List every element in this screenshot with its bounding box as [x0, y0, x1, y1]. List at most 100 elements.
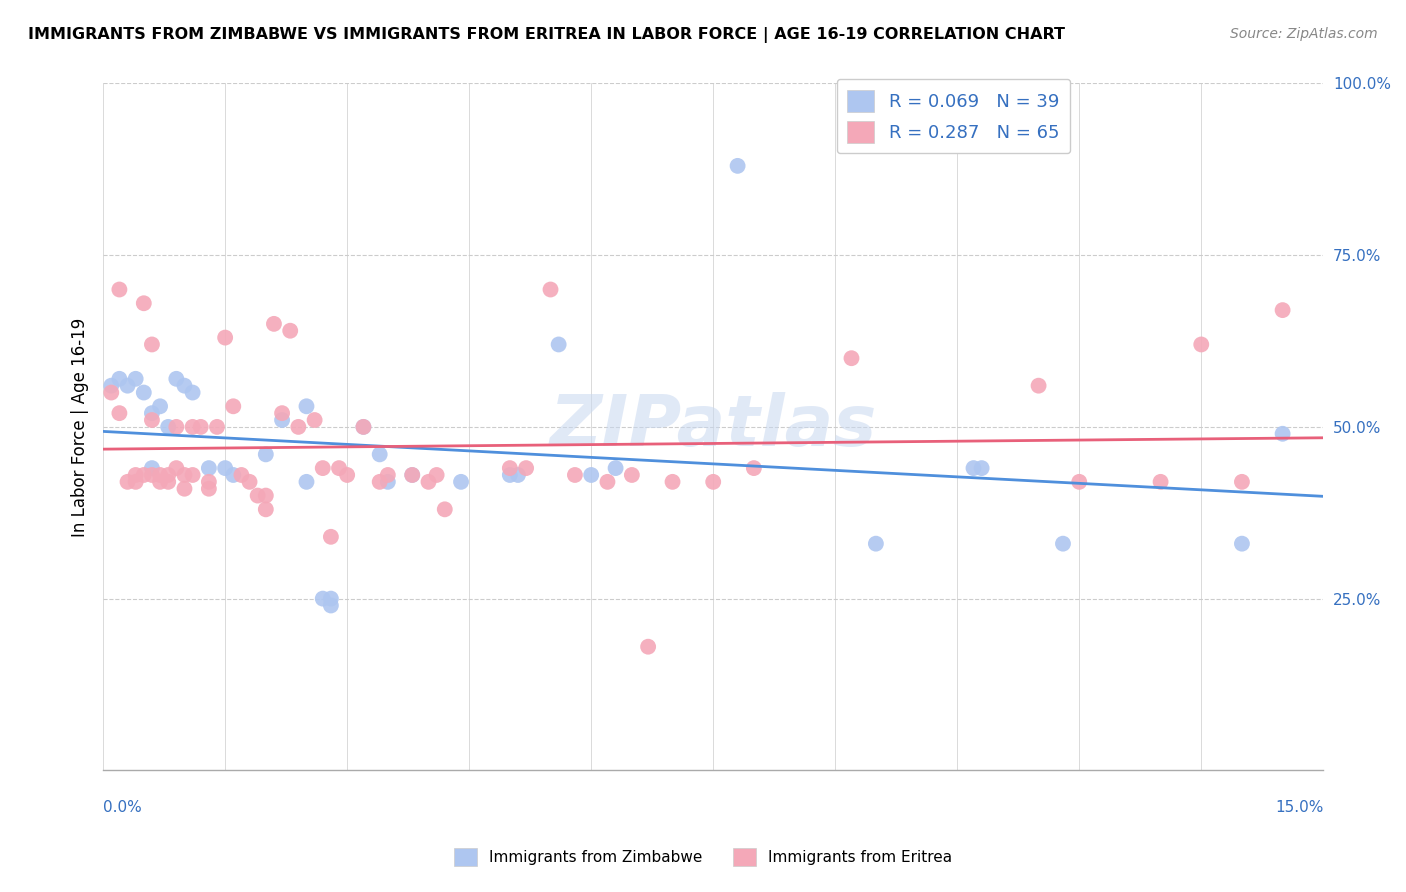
Point	[970, 461, 993, 475]
Point	[198, 461, 221, 475]
Point	[1271, 426, 1294, 441]
Point	[271, 413, 294, 427]
Point	[141, 467, 163, 482]
Point	[124, 475, 146, 489]
Point	[198, 475, 221, 489]
Point	[149, 467, 172, 482]
Point	[214, 461, 236, 475]
Point	[238, 475, 260, 489]
Point	[246, 489, 269, 503]
Point	[319, 591, 342, 606]
Point	[108, 283, 131, 297]
Point	[368, 447, 391, 461]
Legend: R = 0.069   N = 39, R = 0.287   N = 65: R = 0.069 N = 39, R = 0.287 N = 65	[837, 78, 1070, 153]
Point	[100, 378, 122, 392]
Point	[433, 502, 456, 516]
Point	[540, 283, 562, 297]
Point	[271, 406, 294, 420]
Point	[157, 475, 180, 489]
Point	[254, 447, 277, 461]
Point	[295, 399, 318, 413]
Point	[132, 467, 155, 482]
Text: Source: ZipAtlas.com: Source: ZipAtlas.com	[1230, 27, 1378, 41]
Point	[132, 296, 155, 310]
Point	[596, 475, 619, 489]
Point	[418, 475, 440, 489]
Point	[1069, 475, 1091, 489]
Point	[132, 385, 155, 400]
Point	[214, 330, 236, 344]
Point	[401, 467, 423, 482]
Point	[605, 461, 627, 475]
Point	[702, 475, 724, 489]
Point	[499, 461, 522, 475]
Point	[141, 337, 163, 351]
Point	[579, 467, 602, 482]
Point	[117, 475, 139, 489]
Point	[401, 467, 423, 482]
Text: IMMIGRANTS FROM ZIMBABWE VS IMMIGRANTS FROM ERITREA IN LABOR FORCE | AGE 16-19 C: IMMIGRANTS FROM ZIMBABWE VS IMMIGRANTS F…	[28, 27, 1066, 43]
Point	[1230, 475, 1253, 489]
Point	[1149, 475, 1171, 489]
Point	[254, 502, 277, 516]
Point	[620, 467, 643, 482]
Point	[141, 406, 163, 420]
Point	[165, 461, 187, 475]
Point	[506, 467, 529, 482]
Point	[173, 467, 195, 482]
Point	[304, 413, 326, 427]
Point	[742, 461, 765, 475]
Point	[173, 482, 195, 496]
Point	[312, 591, 335, 606]
Legend: Immigrants from Zimbabwe, Immigrants from Eritrea: Immigrants from Zimbabwe, Immigrants fro…	[444, 838, 962, 875]
Point	[1189, 337, 1212, 351]
Point	[865, 536, 887, 550]
Point	[564, 467, 586, 482]
Point	[328, 461, 350, 475]
Point	[108, 372, 131, 386]
Point	[181, 420, 204, 434]
Point	[515, 461, 537, 475]
Point	[165, 372, 187, 386]
Point	[157, 420, 180, 434]
Point	[165, 420, 187, 434]
Point	[190, 420, 212, 434]
Point	[312, 461, 335, 475]
Point	[149, 399, 172, 413]
Point	[377, 475, 399, 489]
Point	[198, 482, 221, 496]
Text: ZIPatlas: ZIPatlas	[550, 392, 877, 461]
Point	[637, 640, 659, 654]
Point	[450, 475, 472, 489]
Point	[1230, 536, 1253, 550]
Point	[181, 385, 204, 400]
Point	[278, 324, 301, 338]
Point	[173, 378, 195, 392]
Point	[547, 337, 569, 351]
Point	[117, 378, 139, 392]
Point	[1271, 303, 1294, 318]
Point	[352, 420, 374, 434]
Point	[661, 475, 683, 489]
Point	[149, 475, 172, 489]
Point	[426, 467, 449, 482]
Point	[222, 399, 245, 413]
Point	[1052, 536, 1074, 550]
Point	[352, 420, 374, 434]
Point	[205, 420, 228, 434]
Point	[841, 351, 863, 366]
Point	[222, 467, 245, 482]
Point	[108, 406, 131, 420]
Point	[124, 467, 146, 482]
Point	[141, 413, 163, 427]
Point	[254, 489, 277, 503]
Text: 15.0%: 15.0%	[1275, 799, 1323, 814]
Point	[295, 475, 318, 489]
Point	[336, 467, 359, 482]
Point	[157, 467, 180, 482]
Point	[319, 530, 342, 544]
Point	[100, 385, 122, 400]
Point	[962, 461, 984, 475]
Point	[287, 420, 309, 434]
Y-axis label: In Labor Force | Age 16-19: In Labor Force | Age 16-19	[72, 318, 89, 536]
